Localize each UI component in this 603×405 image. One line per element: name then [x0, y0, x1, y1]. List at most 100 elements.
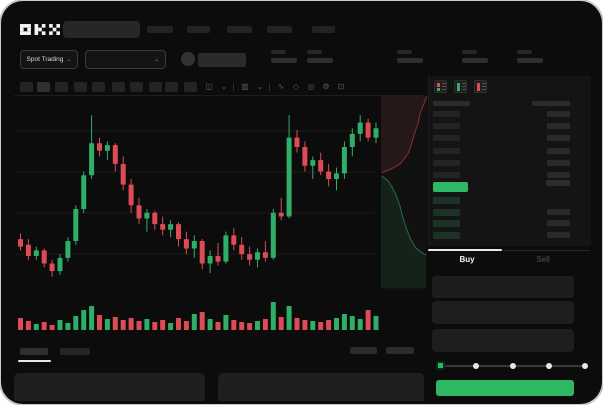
volume-bar [262, 319, 268, 330]
slider-stop[interactable] [473, 363, 480, 369]
candle-body [223, 235, 229, 262]
camera-icon[interactable]: ◎ [307, 82, 315, 91]
tab-buy[interactable]: Buy [459, 255, 475, 264]
candle-body [247, 254, 253, 260]
pair-selector-dropdown[interactable]: ⌄ [85, 50, 166, 69]
timeframe-button[interactable] [92, 82, 105, 92]
candle-body [255, 252, 260, 260]
bid-size-placeholder[interactable] [547, 208, 570, 215]
volume-bar [176, 318, 181, 330]
timeframe-button[interactable] [74, 82, 87, 92]
price-field[interactable] [432, 276, 574, 298]
bid-size-placeholder[interactable] [547, 220, 570, 226]
last-size-placeholder [546, 180, 570, 186]
ask-price-placeholder[interactable] [433, 111, 460, 117]
volume-bar [365, 310, 371, 330]
slider-stop[interactable] [582, 363, 588, 369]
ask-price-placeholder[interactable] [433, 172, 460, 178]
stat-value-placeholder [397, 58, 423, 63]
book-asks-icon[interactable] [474, 80, 487, 93]
chevron-down-icon[interactable]: ⌄ [256, 82, 264, 91]
market-type-selector[interactable]: Spot Trading ⌄ [20, 50, 78, 69]
volume-bar [112, 317, 118, 330]
nav-item-placeholder[interactable] [267, 26, 292, 33]
ask-size-placeholder[interactable] [547, 159, 570, 166]
bid-price-placeholder[interactable] [433, 231, 460, 239]
slider-handle[interactable] [435, 361, 445, 370]
book-bids-icon[interactable] [454, 80, 467, 93]
chevron-down-icon[interactable]: ⌄ [220, 82, 228, 91]
nav-item-placeholder[interactable] [187, 26, 210, 33]
candle-body [136, 205, 142, 219]
volume-bar [183, 321, 189, 330]
pair-name-placeholder[interactable] [198, 53, 246, 67]
interval-icon[interactable]: ▥ [241, 82, 249, 91]
fullscreen-icon[interactable]: ⊡ [337, 82, 345, 91]
ask-size-placeholder[interactable] [547, 147, 570, 154]
volume-bar [81, 310, 87, 330]
ask-size-placeholder[interactable] [547, 111, 570, 117]
active-tab-indicator [428, 249, 502, 251]
bid-price-placeholder[interactable] [433, 197, 460, 204]
tabs-divider [428, 250, 590, 251]
stat-label-placeholder [397, 50, 412, 54]
ask-size-placeholder[interactable] [547, 123, 570, 130]
candle-style-icon[interactable]: ◫ [205, 82, 213, 91]
volume-bar [349, 316, 355, 330]
book-icon-line [482, 89, 486, 90]
okx-logo[interactable] [20, 24, 60, 35]
bottom-tab-placeholder[interactable] [20, 348, 48, 355]
ask-size-placeholder[interactable] [547, 172, 570, 178]
timeframe-button[interactable] [112, 82, 125, 92]
bottom-tab-placeholder[interactable] [60, 348, 90, 355]
toolbar-divider [14, 95, 424, 96]
timeframe-button[interactable] [165, 82, 178, 92]
candle-body [341, 147, 347, 174]
candle-body [89, 143, 95, 176]
ob-col-header-placeholder [433, 101, 470, 106]
candle-body [191, 241, 197, 249]
bid-price-placeholder[interactable] [433, 208, 460, 216]
ask-price-placeholder[interactable] [433, 135, 460, 142]
candlestick-chart[interactable] [14, 96, 427, 332]
volume-bar [120, 320, 126, 330]
nav-item-placeholder[interactable] [312, 26, 335, 33]
nav-item-placeholder[interactable] [227, 26, 252, 33]
timeframe-button[interactable] [130, 82, 143, 92]
settings-icon[interactable]: ⚙ [322, 82, 330, 91]
bid-price-placeholder[interactable] [433, 220, 460, 227]
ask-price-placeholder[interactable] [433, 147, 460, 154]
amount-field[interactable] [432, 301, 574, 324]
timeframe-button[interactable] [20, 82, 33, 92]
ask-price-placeholder[interactable] [433, 159, 460, 166]
bid-size-placeholder[interactable] [547, 231, 570, 238]
timeframe-button[interactable] [184, 82, 197, 92]
volume-bar [65, 323, 71, 330]
timeframe-button[interactable] [149, 82, 162, 92]
volume-bar [334, 318, 339, 330]
indicators-icon[interactable]: ∿ [277, 82, 285, 91]
search-input[interactable] [63, 21, 140, 38]
candle-body [231, 235, 237, 245]
candle-body [207, 256, 213, 264]
candle-body [334, 173, 339, 179]
volume-bar [341, 314, 347, 330]
bottom-action-placeholder[interactable] [350, 347, 377, 354]
total-field[interactable] [432, 329, 574, 352]
candle-body [349, 133, 355, 147]
tab-sell[interactable]: Sell [536, 255, 550, 264]
buy-submit-button[interactable] [436, 380, 574, 396]
ask-price-placeholder[interactable] [433, 123, 460, 130]
draw-tool-icon[interactable]: ◇ [292, 82, 300, 91]
slider-stop[interactable] [545, 363, 552, 369]
timeframe-button[interactable] [37, 82, 50, 92]
nav-item-placeholder[interactable] [147, 26, 173, 33]
volume-bar [25, 321, 31, 330]
timeframe-button[interactable] [55, 82, 68, 92]
ask-size-placeholder[interactable] [547, 135, 570, 142]
book-combined-icon[interactable] [434, 80, 447, 93]
bottom-action-placeholder[interactable] [386, 347, 414, 354]
last-price-highlight[interactable] [433, 182, 468, 192]
chevron-down-icon: ⌄ [153, 56, 159, 63]
slider-stop[interactable] [509, 363, 516, 369]
